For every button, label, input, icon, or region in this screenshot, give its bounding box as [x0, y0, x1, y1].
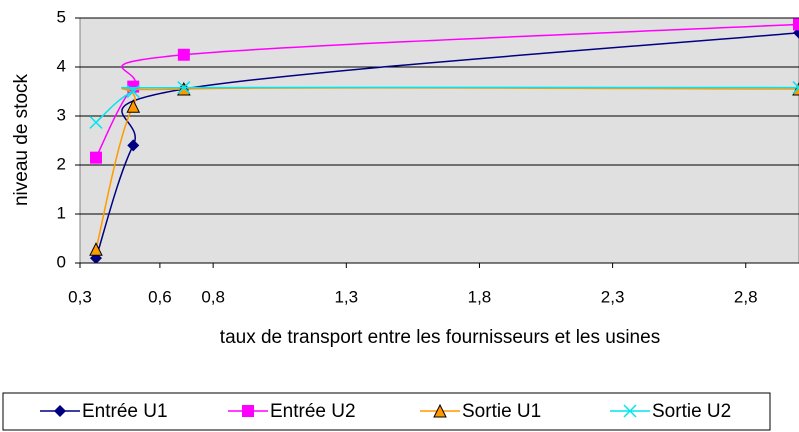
x-tick-label: 2,8 [734, 287, 758, 306]
x-tick-label: 1,3 [334, 287, 358, 306]
legend-label: Sortie U2 [652, 401, 731, 422]
marker [89, 252, 102, 263]
marker [126, 99, 141, 113]
marker [89, 242, 103, 256]
marker [54, 405, 66, 417]
x-tick-label: 0,6 [148, 287, 172, 306]
series-layer [89, 18, 799, 263]
marker [177, 81, 191, 95]
legend-label: Entrée U1 [82, 401, 168, 422]
legend-label: Entrée U2 [270, 401, 356, 422]
marker [177, 48, 190, 61]
marker [623, 404, 637, 418]
x-tick-label: 2,3 [601, 287, 625, 306]
x-tick-label: 1,8 [468, 287, 492, 306]
marker [177, 81, 191, 96]
marker [793, 18, 799, 31]
series-line [95, 31, 799, 259]
y-tick-label: 4 [57, 56, 66, 75]
y-tick-label: 5 [57, 7, 66, 26]
x-tick-label: 0,3 [68, 287, 92, 306]
marker [89, 151, 102, 164]
marker [792, 81, 799, 95]
marker [433, 403, 447, 418]
x-axis-label: taux de transport entre les fournisseurs… [220, 327, 660, 348]
y-tick-label: 3 [57, 105, 66, 124]
marker [242, 405, 254, 417]
marker [127, 139, 140, 152]
y-tick-label: 1 [57, 203, 66, 222]
marker [126, 84, 140, 99]
legend-label: Sortie U1 [462, 401, 541, 422]
y-tick-label: 2 [57, 154, 66, 173]
y-tick-label: 0 [57, 252, 66, 271]
plot-area [79, 17, 799, 264]
x-tick-label: 0,8 [201, 287, 225, 306]
marker [89, 115, 103, 129]
y-axis-label: niveau de stock [11, 73, 32, 206]
series-line [95, 87, 799, 250]
